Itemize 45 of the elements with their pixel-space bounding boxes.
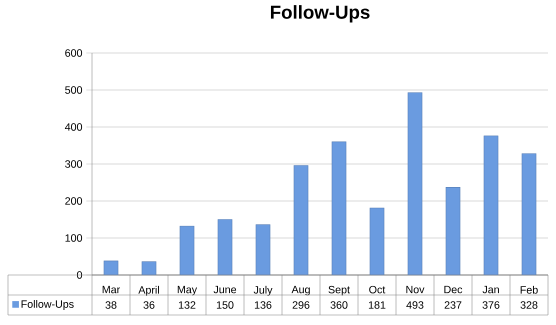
data-label: 150 — [216, 301, 234, 309]
x-tick-label: Mar — [102, 286, 120, 294]
data-label: 296 — [292, 301, 310, 309]
x-tick-label: April — [138, 286, 159, 296]
data-label: 36 — [143, 301, 154, 309]
data-label: 237 — [444, 301, 462, 309]
legend-label: Follow-Ups — [22, 300, 74, 310]
data-label: 38 — [105, 301, 116, 309]
bar — [294, 165, 308, 276]
data-label: 376 — [482, 301, 500, 309]
bar — [370, 208, 384, 276]
y-tick-label: 600 — [65, 49, 82, 57]
x-tick-label: Sept — [328, 286, 350, 296]
data-label: 360 — [330, 301, 348, 309]
bar — [332, 142, 346, 276]
bar — [180, 226, 194, 276]
data-label: 132 — [178, 301, 196, 309]
x-tick-label: July — [254, 286, 272, 296]
bar — [522, 153, 536, 276]
x-tick-label: Oct — [369, 286, 386, 294]
data-label: 181 — [368, 301, 386, 309]
x-tick-label: Aug — [292, 286, 310, 296]
bar — [256, 224, 270, 276]
x-tick-label: Nov — [406, 286, 424, 294]
x-tick-label: June — [214, 286, 236, 294]
bar — [408, 92, 422, 276]
x-tick-label: Jan — [482, 286, 499, 294]
x-tick-label: Dec — [444, 286, 462, 294]
y-tick-label: 0 — [76, 271, 82, 279]
bar — [484, 136, 498, 276]
bar — [142, 261, 156, 276]
x-tick-label: May — [178, 286, 198, 296]
bar — [218, 219, 232, 276]
y-tick-label: 200 — [65, 197, 82, 205]
bar — [104, 260, 118, 276]
data-label: 136 — [254, 301, 272, 309]
data-label: 328 — [520, 301, 538, 309]
y-tick-label: 100 — [66, 234, 82, 242]
data-label: 493 — [406, 301, 424, 309]
x-tick-label: Feb — [520, 286, 538, 294]
y-tick-label: 500 — [65, 86, 82, 94]
y-tick-label: 400 — [64, 123, 82, 131]
bar — [446, 187, 460, 276]
chart-title: Follow-Ups — [270, 5, 370, 23]
y-tick-label: 300 — [65, 160, 82, 168]
